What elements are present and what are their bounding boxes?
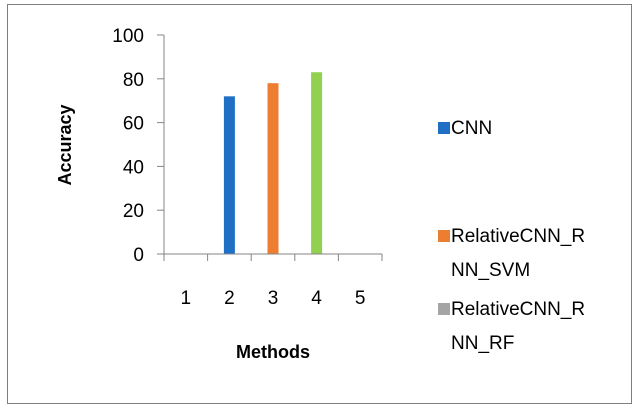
axes [163, 35, 382, 255]
bars [223, 72, 323, 255]
bar-series-1 [267, 83, 279, 255]
y-tick-label: 80 [123, 70, 144, 91]
x-tick-label: 5 [355, 288, 366, 309]
y-axis-title: Accuracy [55, 104, 75, 185]
y-tick-label: 0 [133, 245, 144, 266]
legend-label: RelativeCNN_R [451, 299, 585, 320]
y-tick-label: 40 [123, 157, 144, 178]
legend-swatch [438, 122, 450, 134]
x-tick-label: 1 [181, 288, 192, 309]
legend: CNN RelativeCNN_R NN_SVM RelativeCNN_R NN_RF [438, 118, 585, 354]
bar-series-0 [223, 96, 235, 254]
x-axis-ticks: 1 2 3 4 5 [163, 254, 383, 309]
x-tick-label: 2 [224, 288, 235, 309]
x-tick-label: 4 [311, 288, 322, 309]
bar-series-3 [311, 72, 323, 254]
y-tick-label: 20 [123, 201, 144, 222]
legend-swatch [438, 303, 450, 315]
y-axis-ticks: 0 20 40 60 80 100 [112, 26, 164, 266]
x-axis-title: Methods [236, 342, 310, 362]
x-tick-label: 3 [268, 288, 279, 309]
legend-label: NN_SVM [451, 260, 530, 281]
legend-label: NN_RF [451, 333, 514, 354]
y-tick-label: 100 [112, 26, 144, 47]
legend-swatch [438, 230, 450, 242]
y-tick-label: 60 [123, 114, 144, 135]
legend-label: RelativeCNN_R [451, 226, 585, 247]
legend-label: CNN [451, 118, 492, 139]
